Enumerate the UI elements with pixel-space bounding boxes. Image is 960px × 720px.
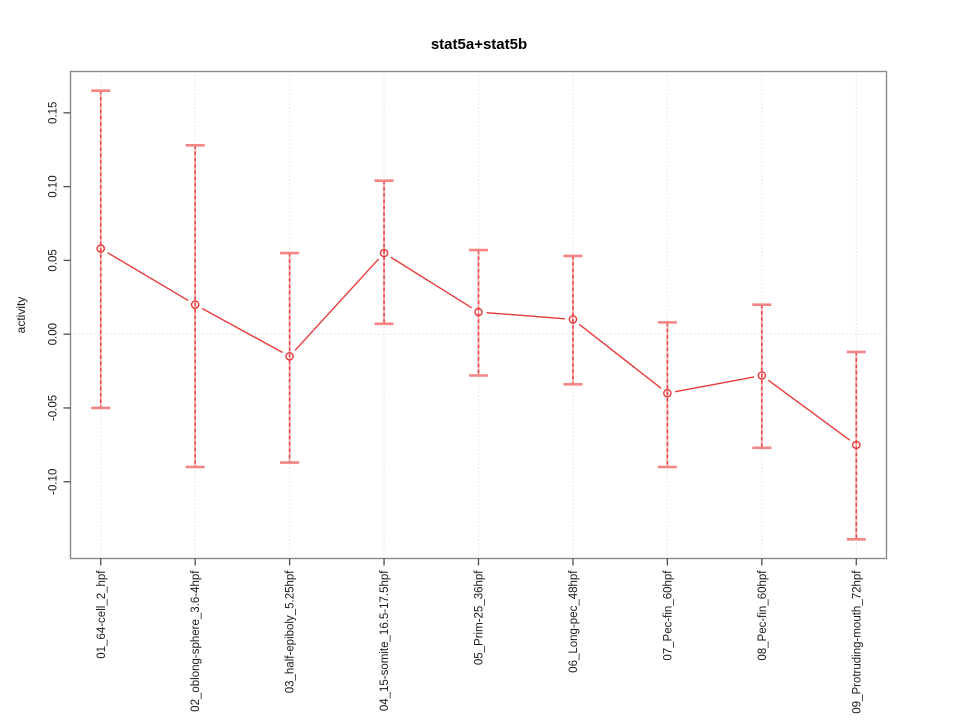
data-point [663, 388, 672, 398]
x-tick-label: 04_15-somite_16.5-17.5hpf [379, 570, 391, 711]
data-point [96, 244, 106, 253]
y-tick-label: -0.10 [48, 469, 60, 495]
x-tick-label: 06_Long-pec_48hpf [568, 570, 580, 673]
series-line-segment [486, 311, 566, 320]
data-point [851, 440, 861, 450]
data-point [757, 371, 767, 380]
x-tick-label: 09_Protruding-mouth_72hpf [851, 570, 863, 714]
series-line-segment [675, 376, 755, 393]
y-axis-label: activity [14, 297, 28, 334]
data-point [474, 307, 483, 317]
y-tick-label: 0.00 [48, 323, 60, 345]
series-line-segment [294, 258, 380, 351]
series-line-segment [201, 307, 283, 354]
y-tick-label: -0.05 [48, 395, 60, 421]
x-tick-label: 01_64-cell_2_hpf [96, 570, 108, 659]
y-tick-label: 0.05 [48, 249, 60, 271]
series-line-segment [390, 256, 473, 309]
x-tick-label: 02_oblong-sphere_3.6-4hpf [190, 570, 202, 712]
series-line-segment [578, 323, 662, 389]
chart-title: stat5a+stat5b [430, 36, 528, 53]
y-tick-label: 0.15 [48, 102, 60, 124]
series-line-segment [107, 252, 189, 302]
data-point [379, 248, 389, 258]
data-point [190, 300, 200, 309]
series-line-segment [767, 379, 851, 441]
x-tick-label: 03_half-epiboly_5.25hpf [285, 570, 297, 694]
data-point [568, 315, 578, 324]
x-tick-label: 05_Prim-25_36hpf [474, 570, 486, 665]
x-tick-label: 08_Pec-fin_60hpf [757, 570, 769, 661]
y-tick-label: 0.10 [48, 175, 60, 197]
data-point [285, 352, 294, 361]
x-tick-label: 07_Pec-fin_60hpf [662, 570, 674, 661]
